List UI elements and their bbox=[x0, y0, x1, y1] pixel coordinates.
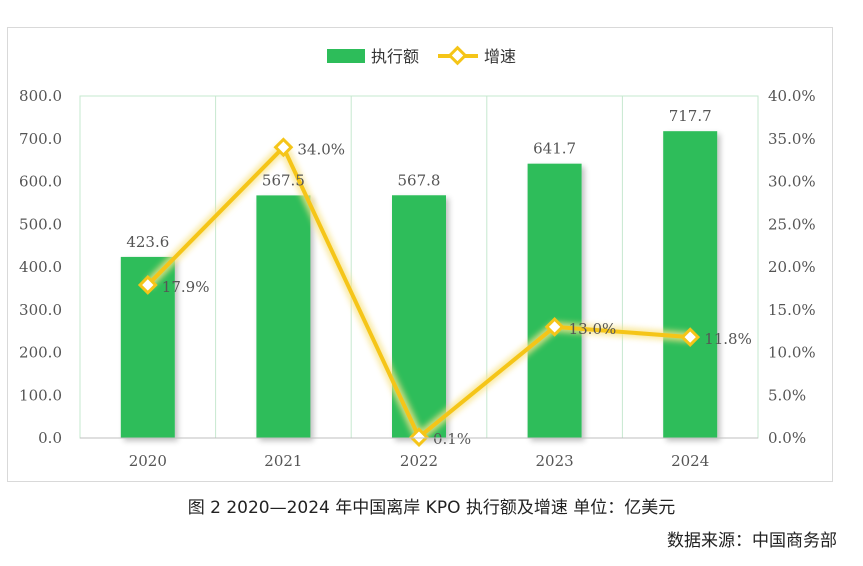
growth-value-label: 34.0% bbox=[297, 140, 345, 158]
bar-value-label: 641.7 bbox=[533, 140, 576, 158]
y-right-tick-label: 35.0% bbox=[768, 130, 816, 148]
y-right-tick-label: 20.0% bbox=[768, 258, 816, 276]
x-tick-label: 2022 bbox=[400, 452, 438, 470]
y-left-tick-label: 200.0 bbox=[19, 344, 62, 362]
y-left-tick-label: 0.0 bbox=[38, 429, 62, 447]
line-point-marker bbox=[273, 137, 294, 158]
bar bbox=[256, 195, 311, 438]
legend-label-growth: 增速 bbox=[484, 47, 516, 66]
y-left-tick-label: 500.0 bbox=[19, 215, 62, 233]
line-point-marker bbox=[680, 327, 701, 348]
growth-value-label: 13.0% bbox=[569, 320, 617, 338]
x-tick-label: 2021 bbox=[264, 452, 302, 470]
legend-bar-swatch bbox=[327, 49, 365, 63]
y-left-tick-label: 300.0 bbox=[19, 301, 62, 319]
x-tick-label: 2023 bbox=[536, 452, 574, 470]
line-point-marker bbox=[544, 316, 565, 337]
legend-marker-swatch bbox=[447, 45, 468, 66]
y-left-tick-label: 600.0 bbox=[19, 173, 62, 191]
line-point-marker bbox=[137, 275, 158, 295]
source-note: 数据来源：中国商务部 bbox=[667, 531, 837, 551]
bar-value-label: 423.6 bbox=[126, 233, 169, 251]
legend: 执行额 增速 bbox=[327, 45, 516, 66]
bar-value-label: 567.5 bbox=[262, 171, 305, 189]
y-right-tick-label: 25.0% bbox=[768, 215, 816, 233]
bar-value-label: 717.7 bbox=[669, 107, 712, 125]
data-labels: 423.6 567.5 567.8 641.7 717.7 17.9% 34.0% 0.1% 1… bbox=[126, 107, 752, 448]
y-left-tick-label: 100.0 bbox=[19, 386, 62, 404]
y-right-tick-label: 40.0% bbox=[768, 87, 816, 105]
growth-value-label: 17.9% bbox=[162, 278, 210, 296]
bar-value-label: 567.8 bbox=[398, 171, 441, 189]
axes: 0.0 100.0 200.0 300.0 400.0 500.0 600.0 700.0 80… bbox=[19, 87, 816, 470]
bar bbox=[527, 163, 582, 438]
y-left-tick-label: 800.0 bbox=[19, 87, 62, 105]
y-left-tick-label: 400.0 bbox=[19, 258, 62, 276]
y-right-tick-label: 10.0% bbox=[768, 344, 816, 362]
figure-caption: 图 2 2020—2024 年中国离岸 KPO 执行额及增速 单位：亿美元 bbox=[187, 498, 676, 518]
legend-label-amount: 执行额 bbox=[371, 47, 419, 66]
y-right-tick-label: 30.0% bbox=[768, 173, 816, 191]
line-point-marker bbox=[409, 427, 429, 448]
y-right-tick-label: 5.0% bbox=[768, 386, 806, 404]
y-right-tick-label: 0.0% bbox=[768, 429, 806, 447]
y-right-tick-label: 15.0% bbox=[768, 301, 816, 319]
growth-value-label: 0.1% bbox=[433, 430, 471, 448]
line-series bbox=[137, 137, 701, 448]
chart-svg: 执行额 增速 423.6 567.5 567.8 641.7 717.7 17.9% 34.0… bbox=[19, 45, 816, 470]
bar bbox=[663, 131, 718, 439]
x-tick-label: 2020 bbox=[129, 452, 167, 470]
y-left-tick-label: 700.0 bbox=[19, 130, 62, 148]
growth-value-label: 11.8% bbox=[704, 330, 752, 348]
x-tick-label: 2024 bbox=[671, 452, 709, 470]
